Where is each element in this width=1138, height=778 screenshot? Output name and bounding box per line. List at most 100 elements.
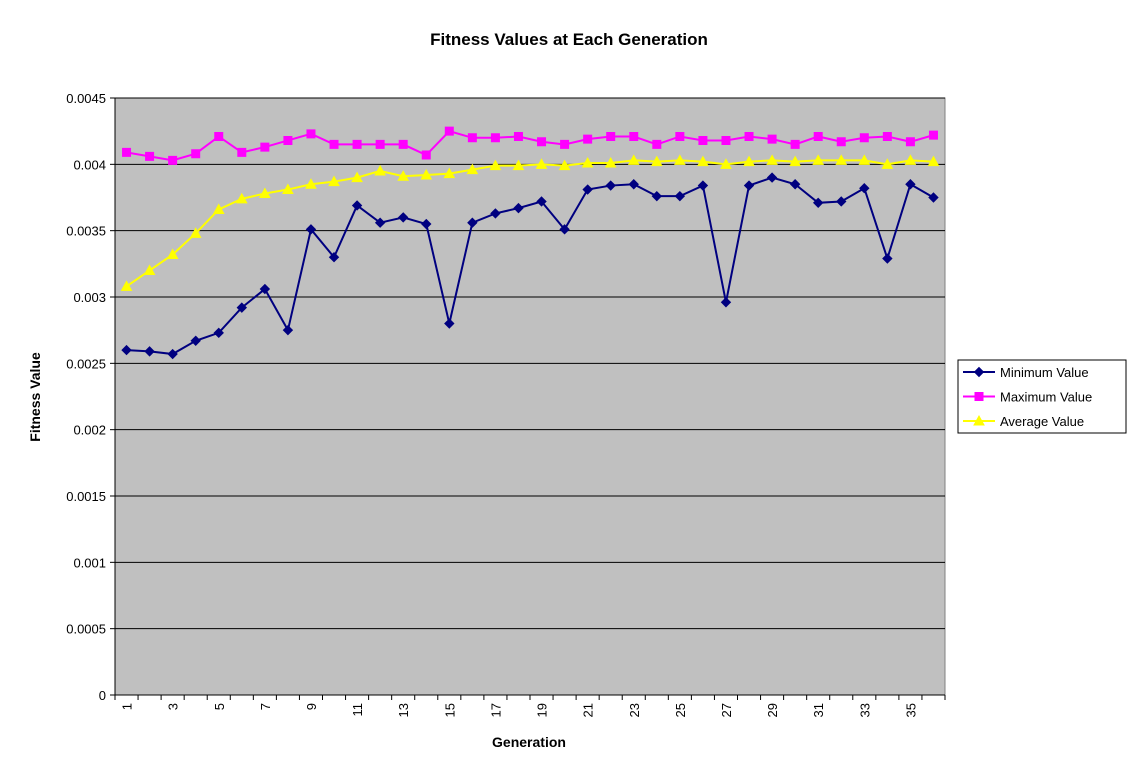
- marker: [282, 183, 294, 195]
- marker: [720, 297, 732, 308]
- marker: [859, 183, 870, 194]
- legend-marker: [973, 414, 985, 426]
- legend-label: Maximum Value: [1000, 390, 1092, 405]
- marker: [213, 327, 224, 339]
- y-tick-label: 0.002: [73, 423, 106, 438]
- marker: [212, 203, 225, 214]
- marker: [467, 133, 477, 143]
- marker: [305, 224, 317, 235]
- marker: [744, 131, 754, 141]
- marker: [397, 212, 409, 223]
- series: [122, 126, 938, 165]
- marker: [674, 154, 686, 165]
- marker: [512, 159, 525, 171]
- legend-label: Minimum Value: [1000, 365, 1089, 380]
- x-tick-label: 9: [304, 703, 319, 710]
- marker: [537, 137, 547, 147]
- marker: [559, 224, 570, 235]
- marker: [606, 131, 616, 141]
- marker: [882, 253, 893, 264]
- x-tick-label: 17: [488, 703, 503, 717]
- marker: [329, 139, 339, 149]
- marker: [836, 137, 846, 147]
- marker: [560, 139, 570, 149]
- marker: [420, 168, 433, 180]
- marker: [859, 133, 869, 143]
- marker: [374, 217, 386, 228]
- y-tick-label: 0.0035: [66, 224, 106, 239]
- marker: [627, 154, 640, 165]
- marker: [444, 318, 455, 329]
- marker: [513, 202, 524, 214]
- marker: [351, 200, 363, 211]
- y-tick-label: 0.003: [73, 290, 106, 305]
- x-tick-label: 1: [120, 703, 135, 710]
- marker: [813, 131, 823, 141]
- marker: [650, 155, 663, 167]
- marker: [374, 164, 386, 176]
- marker: [790, 139, 800, 149]
- x-tick-label: 11: [350, 703, 365, 717]
- marker: [122, 147, 132, 157]
- legend-marker: [974, 392, 984, 401]
- x-tick-label: 33: [857, 703, 872, 717]
- marker: [835, 154, 848, 165]
- marker: [489, 159, 502, 171]
- y-tick-label: 0.001: [73, 555, 106, 570]
- series-line: [126, 176, 934, 356]
- marker: [858, 154, 871, 165]
- x-tick-label: 25: [673, 703, 688, 717]
- marker: [306, 129, 316, 139]
- marker: [605, 180, 616, 191]
- marker: [905, 179, 916, 190]
- y-tick-label: 0.004: [73, 157, 106, 172]
- marker: [259, 283, 271, 295]
- marker: [812, 154, 825, 165]
- x-tick-label: 27: [719, 703, 734, 717]
- marker: [166, 248, 179, 260]
- marker: [283, 135, 293, 145]
- x-tick-label: 5: [212, 703, 227, 710]
- marker: [260, 142, 270, 152]
- marker: [375, 139, 385, 149]
- y-tick-label: 0.0005: [66, 622, 106, 637]
- marker: [466, 163, 479, 175]
- series-line: [125, 159, 934, 288]
- marker: [352, 139, 362, 149]
- marker: [305, 178, 317, 189]
- marker: [766, 172, 778, 183]
- marker: [836, 196, 847, 207]
- marker: [789, 179, 801, 190]
- marker: [282, 324, 294, 336]
- marker: [167, 348, 178, 360]
- marker: [536, 196, 547, 207]
- marker: [558, 159, 571, 171]
- x-tick-label: 31: [811, 703, 826, 717]
- marker: [421, 150, 431, 160]
- marker: [721, 135, 731, 145]
- marker: [905, 137, 915, 147]
- marker: [443, 167, 456, 179]
- marker: [697, 155, 709, 167]
- series: [121, 172, 939, 360]
- marker: [168, 155, 178, 165]
- marker: [191, 149, 201, 159]
- marker: [145, 151, 155, 161]
- marker: [235, 192, 248, 204]
- x-tick-label: 15: [442, 703, 457, 717]
- marker: [651, 190, 663, 202]
- marker: [766, 154, 778, 165]
- marker: [697, 180, 709, 191]
- marker: [674, 190, 686, 202]
- marker: [581, 156, 594, 168]
- x-tick-label: 19: [535, 703, 550, 717]
- marker: [236, 302, 248, 313]
- marker: [421, 218, 432, 230]
- marker: [189, 227, 202, 238]
- marker: [190, 335, 201, 346]
- marker: [328, 175, 340, 187]
- x-tick-label: 35: [903, 703, 918, 717]
- marker: [259, 187, 271, 199]
- x-tick-label: 13: [396, 703, 411, 717]
